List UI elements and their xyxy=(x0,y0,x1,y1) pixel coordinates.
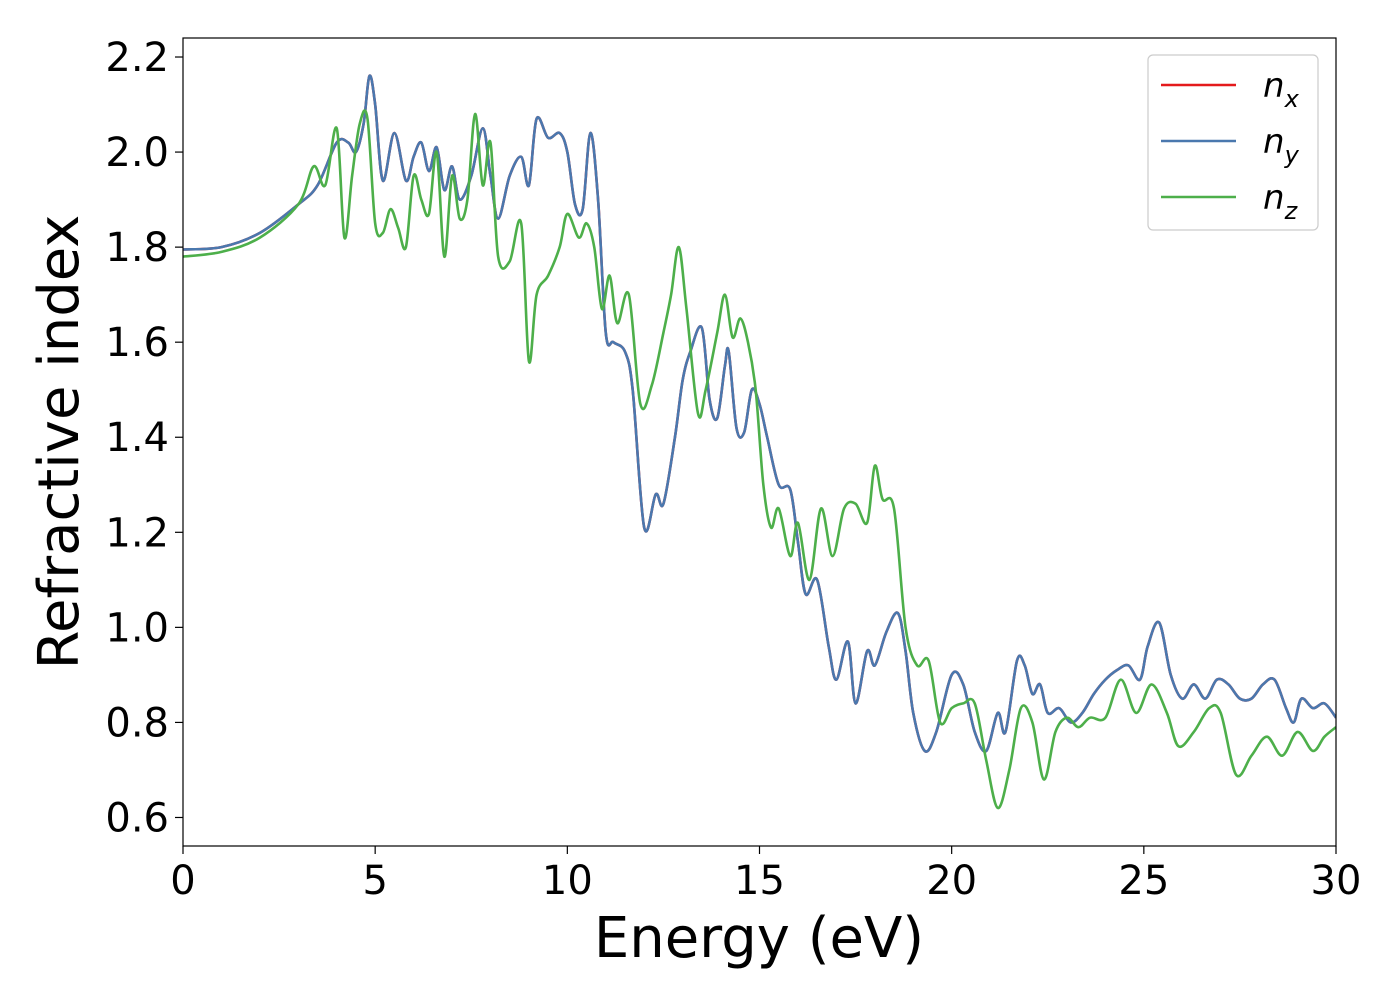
series-line-z xyxy=(183,109,1336,810)
y-tick-label: 1.2 xyxy=(105,510,169,556)
series-line-y xyxy=(183,74,1336,753)
plot-lines xyxy=(183,74,1336,810)
x-tick-label: 30 xyxy=(1311,858,1362,904)
x-tick-label: 0 xyxy=(170,858,195,904)
y-tick-label: 1.8 xyxy=(105,225,169,271)
y-axis-label: Refractive index xyxy=(27,215,92,670)
x-axis-ticks: 0 5 10 15 20 25 30 xyxy=(170,846,1361,904)
y-tick-label: 2.2 xyxy=(105,35,169,81)
y-tick-label: 0.8 xyxy=(105,700,169,746)
y-tick-label: 1.0 xyxy=(105,605,169,651)
x-tick-label: 15 xyxy=(734,858,785,904)
y-tick-label: 0.6 xyxy=(105,795,169,841)
x-tick-label: 5 xyxy=(362,858,387,904)
x-tick-label: 10 xyxy=(542,858,593,904)
y-axis-ticks: 0.6 0.8 1.0 1.2 1.4 1.6 1.8 2.0 2.2 xyxy=(105,35,183,841)
x-tick-label: 25 xyxy=(1118,858,1169,904)
y-tick-label: 1.4 xyxy=(105,415,169,461)
y-tick-label: 2.0 xyxy=(105,130,169,176)
legend-box xyxy=(1147,54,1319,231)
x-axis-label: Energy (eV) xyxy=(594,906,924,971)
y-tick-label: 1.6 xyxy=(105,320,169,366)
x-tick-label: 20 xyxy=(926,858,977,904)
